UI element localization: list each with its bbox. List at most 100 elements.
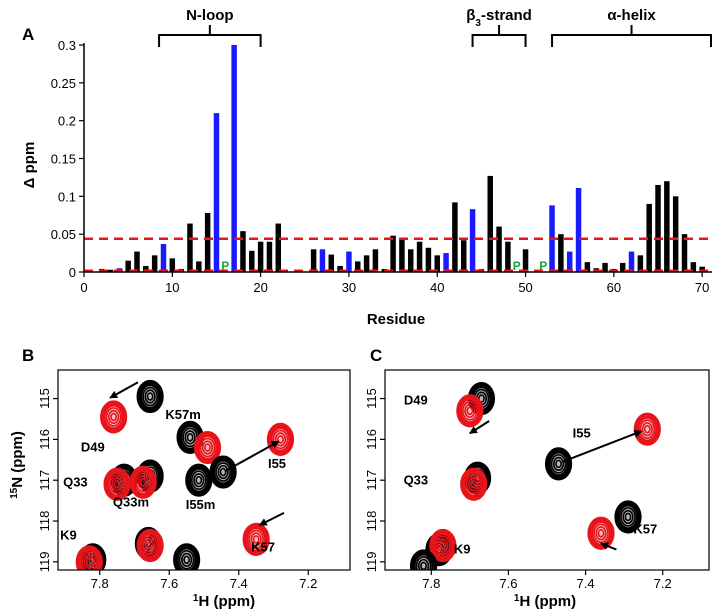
bar-residue-43 — [460, 240, 467, 272]
threshold-line — [84, 237, 711, 272]
free-peak-extra2-contour — [175, 546, 198, 570]
bound-peak-D49-fill — [458, 396, 482, 426]
free-peak-K9b-contour — [409, 549, 438, 570]
y-tick-label-c: 116 — [364, 429, 379, 450]
bound-peak-K9-contour — [429, 528, 457, 563]
bound-peak-Q33m-contour — [132, 468, 155, 496]
free-peak-I55-contour — [215, 462, 231, 482]
bar-residue-15 — [213, 113, 220, 272]
bound-peak-extra1-fill — [138, 531, 162, 561]
bound-peak-D49-contour — [466, 406, 474, 416]
x-axis-title-b: 1H (ppm) — [193, 593, 255, 611]
free-peak-K57 — [614, 500, 642, 534]
bar-residue-54 — [558, 234, 564, 272]
bar-residue-37 — [408, 249, 414, 272]
peak-label-K9: K9 — [60, 527, 77, 542]
bound-peak-K57-contour — [595, 526, 607, 541]
bar-residue-50 — [522, 249, 529, 272]
bar-residue-57 — [584, 262, 591, 272]
bar-residue-22 — [275, 223, 282, 272]
bound-peak-Q33m-contour — [135, 472, 151, 493]
bound-peak-I55-contour — [636, 415, 659, 443]
shift-arrow-D49 — [469, 420, 490, 435]
bound-peak-Q33-fill — [462, 469, 486, 499]
shift-arrow-K57 — [600, 542, 617, 551]
bar-residue-59 — [602, 262, 608, 272]
shift-arrow-I55 — [562, 430, 643, 463]
bar-residue-35 — [390, 235, 396, 272]
peak-label-Q33: Q33 — [63, 474, 88, 489]
axes-b: 7.8 7.6 7.4 7.2 115 116 117 118 119 — [37, 369, 351, 591]
bound-peak-K9-contour — [81, 552, 98, 570]
bound-peak-I55 — [266, 422, 295, 456]
bar-residue-19 — [249, 250, 255, 272]
y-tick-label-c: 115 — [364, 388, 379, 409]
bound-peak-K57m-contour — [199, 437, 216, 458]
bound-peak-D49-contour — [110, 412, 118, 422]
axes-a: 0 10 20 30 40 50 60 70 0 0.05 0.1 0.15 0.2 0.25 0.3 — [51, 38, 712, 295]
bar-residue-38 — [416, 241, 423, 272]
x-tick-label-b: 7.8 — [91, 576, 109, 591]
shift-arrow-I55 — [224, 440, 280, 473]
bound-peak-I55-contour — [272, 429, 289, 450]
free-peak-D49-fill — [138, 382, 162, 412]
bar-residue-8 — [151, 255, 158, 272]
bound-peak-K57m-contour — [201, 440, 214, 455]
free-peak-I55m-contour — [195, 475, 203, 485]
bar-residue-48 — [505, 241, 511, 272]
bound-peak-K57 — [242, 522, 270, 556]
y-tick-label-b: 116 — [37, 429, 52, 450]
bar-residue-68 — [681, 234, 688, 272]
y-tick-label-b: 118 — [37, 511, 52, 532]
bound-peak-Q33 — [460, 467, 488, 501]
free-peak-K9b-fill — [412, 551, 436, 570]
bound-peak-Q33-contour — [109, 474, 125, 495]
bound-peak-K9 — [429, 528, 457, 563]
y-tick-label-c: 119 — [364, 551, 379, 572]
panel-label-b: B — [22, 346, 34, 365]
bound-peak-Q33-contour — [105, 470, 129, 498]
bound-peak-I55-contour — [641, 422, 653, 437]
bound-peak-D49-contour — [458, 397, 481, 425]
bound-peak-K9-contour — [439, 541, 447, 550]
bar-residue-47 — [496, 226, 502, 272]
x-tick-label-a: 30 — [342, 280, 356, 295]
bound-peak-I55-contour — [269, 425, 292, 453]
free-peak-extra2-contour — [173, 543, 201, 570]
region-label: β3-strand — [466, 7, 532, 29]
free-peak-K57m-contour — [186, 433, 194, 442]
peak-label-K57: K57 — [633, 521, 657, 536]
bound-peak-I55-fill — [635, 414, 659, 444]
bar-residue-17 — [231, 45, 237, 272]
free-peak-D49-contour — [142, 386, 158, 407]
bound-peak-D49-contour — [108, 409, 120, 425]
free-peak-K9b-contour — [412, 552, 435, 570]
bound-peak-extra1-contour — [139, 531, 162, 560]
free-peak-I55-contour — [209, 455, 237, 489]
bound-peak-K57-contour — [597, 528, 605, 538]
peaks-clip-group-b — [75, 379, 295, 570]
bar-residue-66 — [664, 181, 670, 272]
bound-peak-I55-contour — [277, 435, 284, 444]
bar-residue-39 — [425, 247, 432, 272]
free-peak-I55-contour — [552, 456, 565, 471]
bar-residue-30 — [346, 251, 352, 272]
bar-residue-56 — [575, 188, 582, 272]
bar-residue-40 — [434, 255, 440, 272]
bound-peak-K57-fill — [589, 518, 613, 548]
x-axis-title-a: Residue — [367, 311, 425, 328]
bar-residue-28 — [328, 254, 335, 272]
y-tick-label-a: 0.15 — [51, 152, 76, 167]
bound-peak-I55-contour — [643, 424, 651, 434]
bound-peak-D49-contour — [102, 403, 125, 431]
free-peak-K9b-contour — [415, 556, 432, 570]
bound-peak-extra1-contour — [144, 538, 156, 553]
bound-peak-Q33-contour — [103, 467, 131, 501]
free-peak-extra2-contour — [178, 549, 195, 570]
bound-peak-K9-fill — [77, 547, 101, 570]
bar-residue-6 — [134, 251, 140, 272]
bound-peak-K57-contour — [252, 535, 260, 544]
bar-residue-5 — [125, 260, 131, 272]
